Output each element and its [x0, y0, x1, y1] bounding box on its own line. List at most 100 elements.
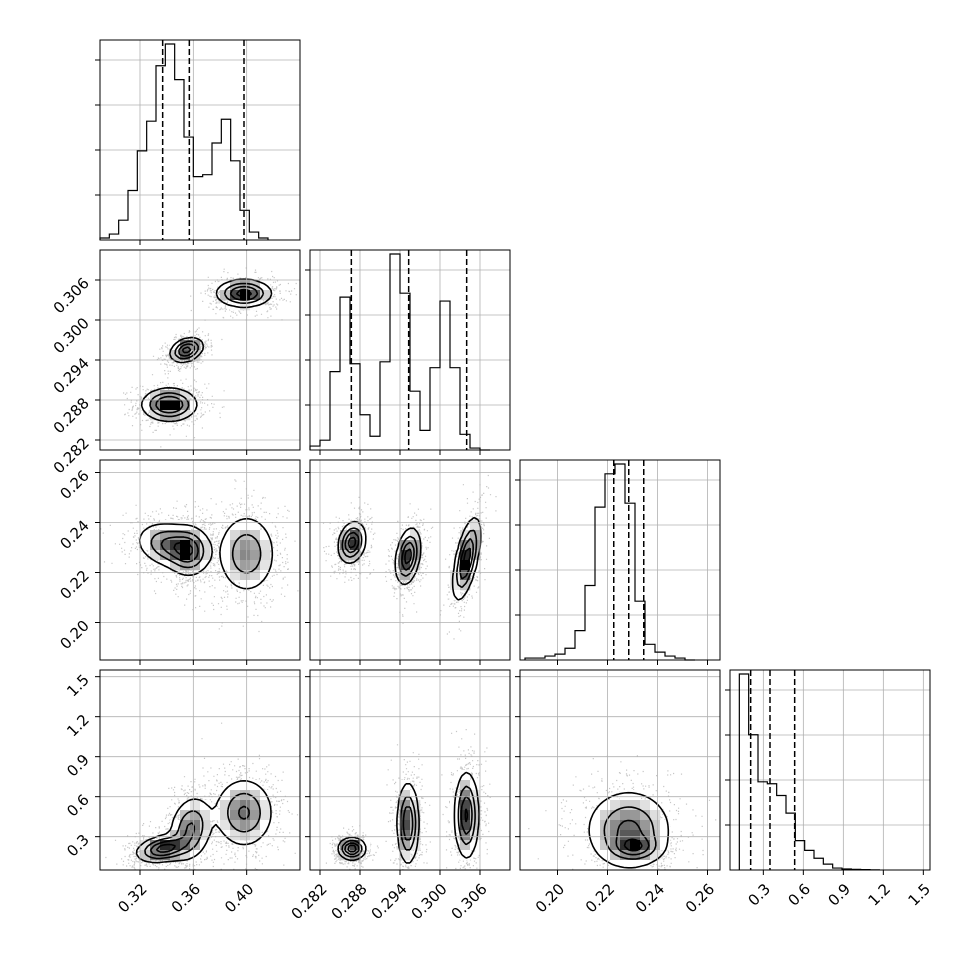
- density-cell: [650, 850, 661, 861]
- density-cell: [640, 850, 651, 861]
- density-cell: [630, 810, 641, 821]
- y-tick-label-3-0: 0.3: [63, 831, 93, 861]
- density-cell: [630, 800, 641, 811]
- density-cell: [230, 830, 241, 841]
- density-cell: [170, 390, 181, 401]
- density-cell: [590, 810, 601, 821]
- contour-1-0-0: [140, 278, 273, 423]
- pair-frame-3-0: [99, 669, 301, 871]
- hist-step-3: [738, 673, 880, 871]
- contour-2-1-3: [347, 536, 472, 570]
- density-cell: [350, 840, 361, 851]
- x-tick-label-2-0: 0.20: [532, 880, 568, 916]
- density-cell: [260, 560, 271, 571]
- x-tick-label-3-3: 1.2: [864, 880, 894, 910]
- hist-step-2: [524, 463, 695, 661]
- x-tick-label-0-2: 0.40: [221, 880, 257, 916]
- density-cell: [240, 780, 251, 791]
- y-tick-label-3-3: 1.2: [63, 711, 93, 741]
- density-cell: [600, 800, 611, 811]
- density-cell: [170, 560, 181, 571]
- density-cell: [660, 830, 671, 841]
- hist-frame-0: [99, 39, 301, 241]
- y-tick-label-1-0: 0.282: [50, 434, 93, 477]
- density-cell: [140, 850, 151, 861]
- density-cell: [400, 530, 411, 541]
- density-cell: [400, 560, 411, 571]
- x-tick-label-2-2: 0.24: [632, 880, 668, 916]
- density-cell: [240, 790, 251, 801]
- density-cell: [260, 540, 271, 551]
- y-tick-label-1-2: 0.294: [50, 354, 93, 397]
- y-tick-label-3-1: 0.6: [63, 791, 93, 821]
- density-cell: [200, 550, 211, 561]
- density-cell: [350, 520, 361, 531]
- density-cell: [250, 550, 261, 561]
- contour-3-0-2: [149, 805, 250, 857]
- density-cell: [200, 830, 211, 841]
- density-cell: [230, 810, 241, 821]
- density-cell: [620, 830, 631, 841]
- density-cell: [660, 840, 671, 851]
- contour-2-0-3: [173, 541, 194, 558]
- density-cell: [260, 550, 271, 561]
- density-cell: [140, 840, 151, 851]
- x-tick-label-2-3: 0.26: [682, 880, 718, 916]
- density-cell: [240, 580, 251, 591]
- density-cell: [190, 810, 201, 821]
- density-cell: [200, 820, 211, 831]
- density-cell: [150, 400, 161, 411]
- density-cell: [650, 820, 661, 831]
- hist-panel-0: [95, 39, 301, 241]
- density-cell: [240, 300, 251, 311]
- contour-2-0-1: [150, 530, 262, 574]
- density-cell: [590, 830, 601, 841]
- contour-1-0-2: [155, 285, 259, 414]
- hist-panel-2: [515, 459, 721, 661]
- density-cell: [250, 290, 261, 301]
- density-cell: [460, 570, 471, 581]
- contour-2-1-2: [344, 531, 474, 580]
- x-tick-label-0-0: 0.32: [114, 880, 150, 916]
- density-cell: [190, 820, 201, 831]
- density-cell: [450, 570, 461, 581]
- density-cell: [140, 530, 151, 541]
- density-cell: [610, 830, 621, 841]
- density-cell: [600, 810, 611, 821]
- contour-3-1-2: [344, 795, 473, 856]
- density-cell: [460, 820, 471, 831]
- density-cell: [460, 840, 471, 851]
- density-cell: [460, 780, 471, 791]
- density-cell: [240, 560, 251, 571]
- density-cell: [230, 290, 241, 301]
- density-cell: [400, 820, 411, 831]
- density-cell: [180, 540, 191, 551]
- x-tick-label-1-4: 0.306: [448, 880, 491, 923]
- density-cell: [160, 540, 171, 551]
- density-cell: [590, 820, 601, 831]
- density-cell: [250, 520, 261, 531]
- density-cell: [620, 790, 631, 801]
- contour-3-1-3: [347, 808, 469, 853]
- density-cell: [470, 790, 481, 801]
- density-cell: [160, 830, 171, 841]
- x-tick-label-0-1: 0.36: [168, 880, 204, 916]
- y-tick-label-3-4: 1.5: [63, 671, 93, 701]
- pair-panel-1-0: [99, 249, 301, 451]
- density-cell: [230, 780, 241, 791]
- density-cell: [230, 520, 241, 531]
- density-cell: [190, 850, 201, 861]
- density-cell: [460, 830, 471, 841]
- density-cell: [240, 800, 251, 811]
- density-cell: [450, 580, 461, 591]
- y-tick-label-1-4: 0.306: [50, 274, 93, 317]
- density-cell: [640, 820, 651, 831]
- x-tick-label-1-2: 0.294: [368, 880, 411, 923]
- hist-frame-3: [729, 669, 931, 871]
- pair-frame-2-0: [99, 459, 301, 661]
- density-cell: [260, 570, 271, 581]
- density-cell: [250, 570, 261, 581]
- density-cell: [260, 290, 271, 301]
- x-tick-label-3-2: 0.9: [824, 880, 854, 910]
- y-tick-label-2-2: 0.24: [56, 517, 92, 553]
